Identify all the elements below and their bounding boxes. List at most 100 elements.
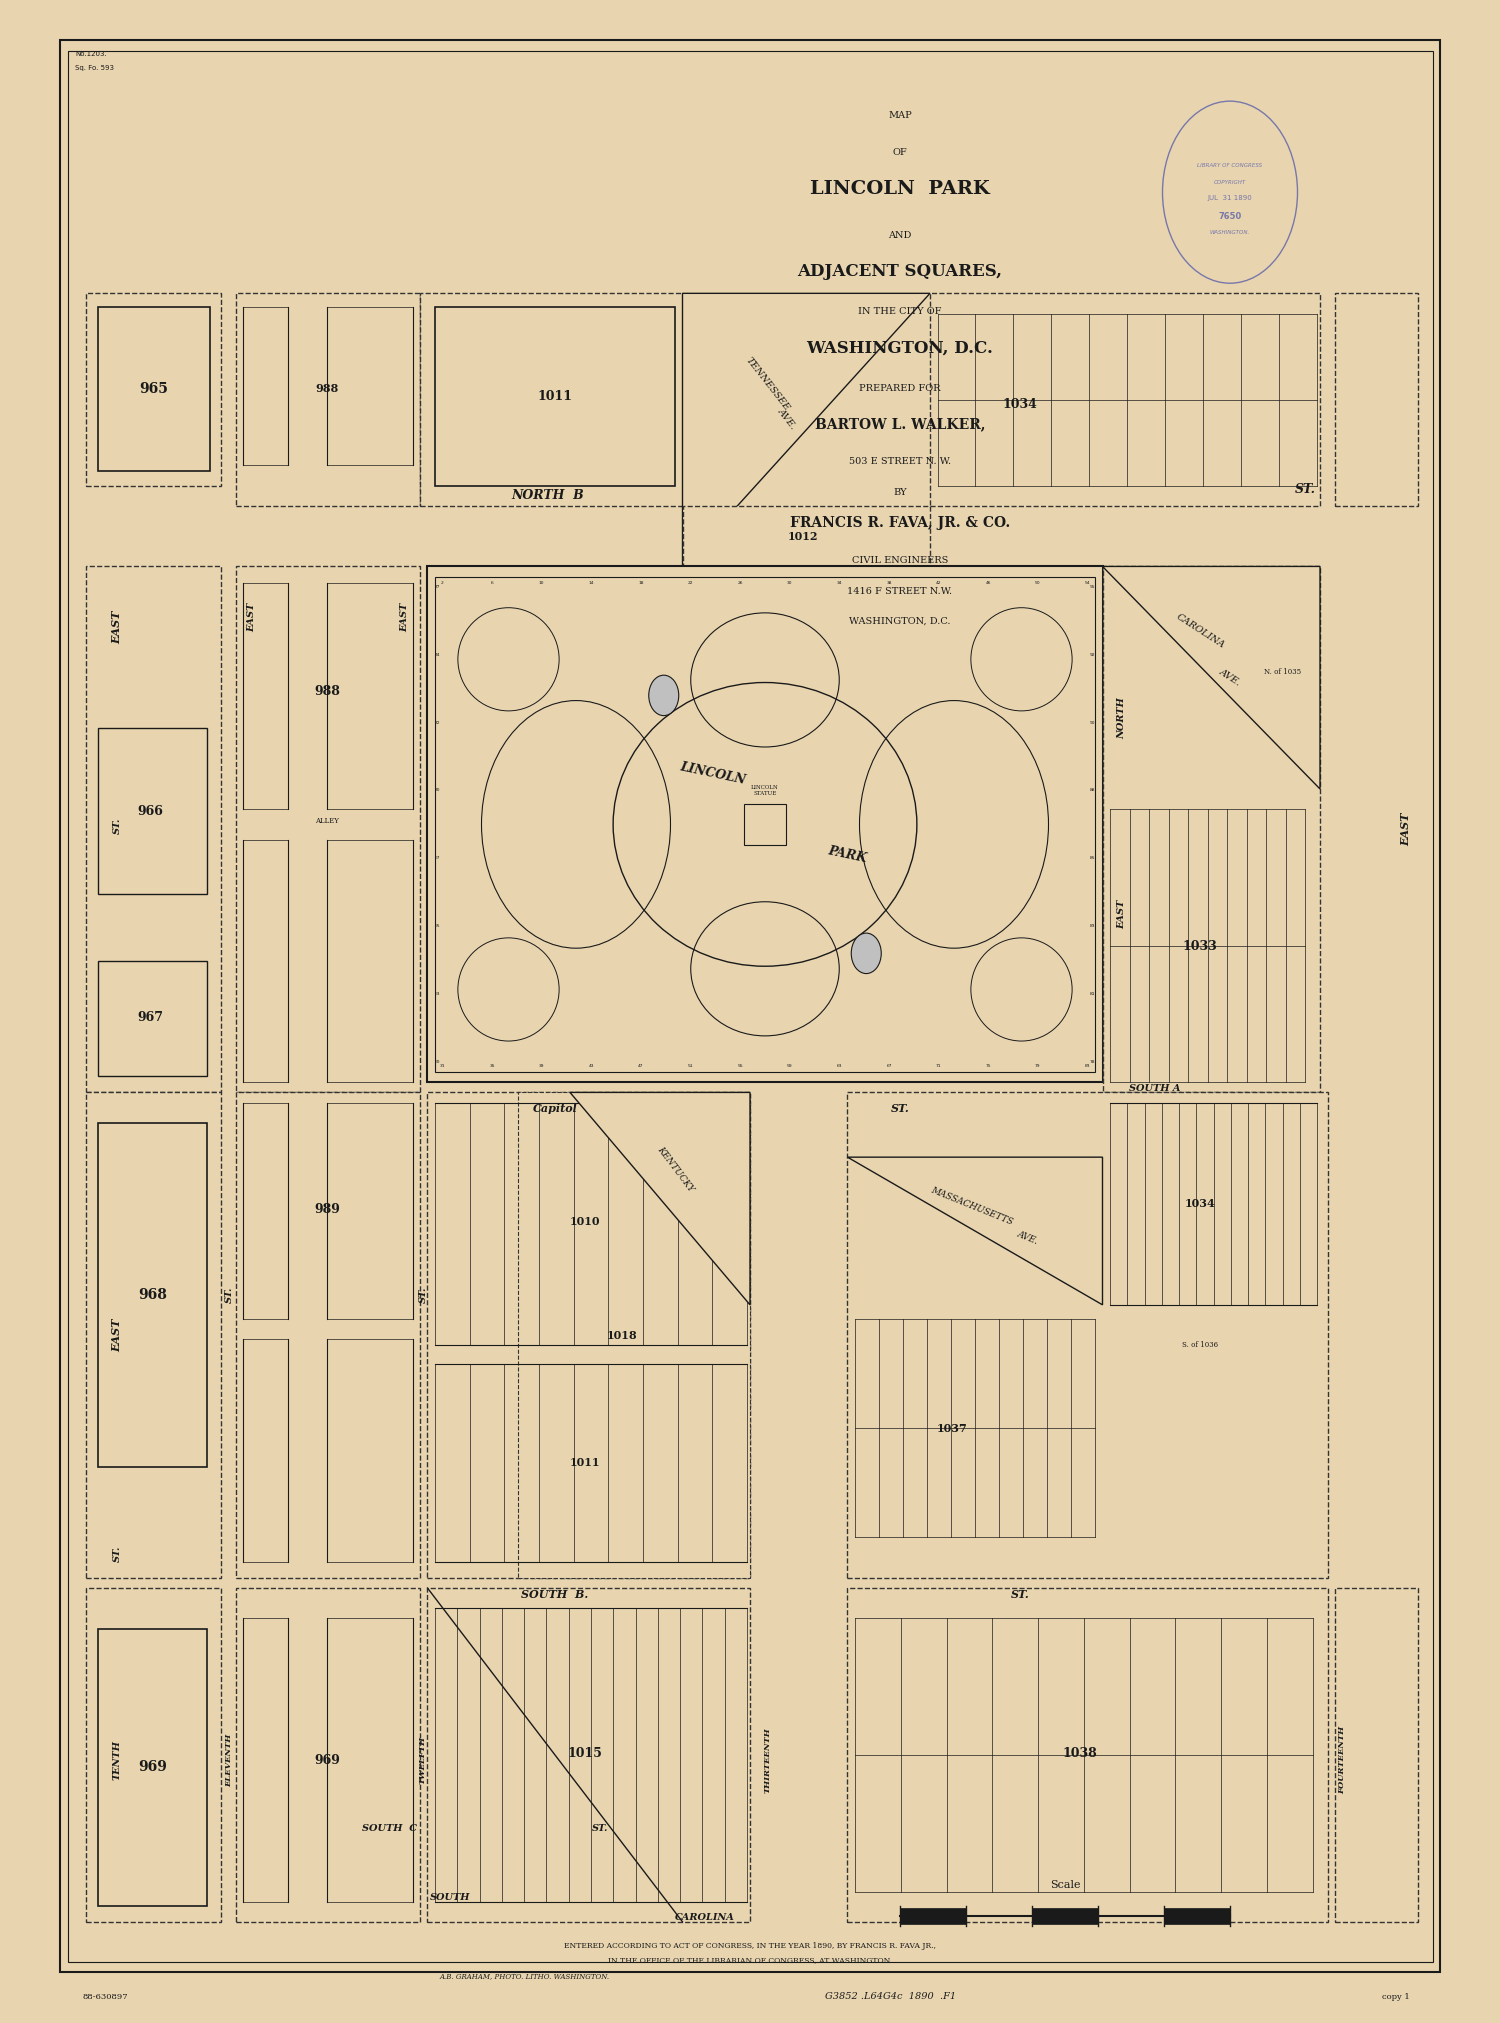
Text: PREPARED FOR: PREPARED FOR xyxy=(859,384,940,392)
Bar xyxy=(86,293,220,486)
Bar xyxy=(86,566,220,1092)
Text: SOUTH A: SOUTH A xyxy=(1130,1084,1180,1092)
Text: 85: 85 xyxy=(1089,856,1095,860)
Text: 51: 51 xyxy=(688,1064,693,1068)
Text: 46: 46 xyxy=(986,581,992,585)
Text: WASHINGTON.: WASHINGTON. xyxy=(1210,231,1249,235)
Text: 967: 967 xyxy=(136,1012,164,1024)
Text: 35: 35 xyxy=(489,1064,495,1068)
Text: 968: 968 xyxy=(138,1289,166,1301)
Text: CAROLINA: CAROLINA xyxy=(675,1914,735,1922)
Text: SOUTH  C: SOUTH C xyxy=(363,1825,417,1833)
Text: 503 E STREET N. W.: 503 E STREET N. W. xyxy=(849,457,951,465)
Text: LINCOLN  PARK: LINCOLN PARK xyxy=(810,180,990,198)
Bar xyxy=(86,1588,220,1922)
Bar xyxy=(236,1092,420,1578)
Text: MASSACHUSETTS: MASSACHUSETTS xyxy=(930,1185,1014,1226)
Text: ADJACENT SQUARES,: ADJACENT SQUARES, xyxy=(798,263,1002,279)
Text: Sq. Fo. 593: Sq. Fo. 593 xyxy=(75,65,114,71)
Text: IN THE CITY OF: IN THE CITY OF xyxy=(858,307,942,316)
Bar xyxy=(98,307,210,471)
Text: 2: 2 xyxy=(441,581,444,585)
Text: IN THE OFFICE OF THE LIBRARIAN OF CONGRESS, AT WASHINGTON.: IN THE OFFICE OF THE LIBRARIAN OF CONGRE… xyxy=(608,1956,892,1964)
Bar xyxy=(1102,566,1320,1092)
Text: 83: 83 xyxy=(1084,1064,1090,1068)
Text: copy 1: copy 1 xyxy=(1383,1993,1410,2001)
Text: S. of 1036: S. of 1036 xyxy=(1182,1341,1218,1349)
Text: 74: 74 xyxy=(435,653,441,657)
Text: ST.: ST. xyxy=(891,1103,909,1115)
Text: Scale: Scale xyxy=(1050,1881,1080,1889)
Text: 14: 14 xyxy=(588,581,594,585)
Text: 7650: 7650 xyxy=(1218,212,1242,221)
Text: CAROLINA: CAROLINA xyxy=(1174,613,1225,649)
Text: NORTH: NORTH xyxy=(1118,698,1126,738)
Text: 10: 10 xyxy=(538,581,544,585)
Text: 83: 83 xyxy=(1089,925,1095,929)
Text: 18: 18 xyxy=(638,581,644,585)
Text: BY: BY xyxy=(892,488,908,496)
Text: OF: OF xyxy=(892,148,908,156)
Text: COPYRIGHT: COPYRIGHT xyxy=(1214,180,1246,184)
Text: A.B. GRAHAM, PHOTO. LITHO. WASHINGTON.: A.B. GRAHAM, PHOTO. LITHO. WASHINGTON. xyxy=(440,1972,610,1981)
Text: 1012: 1012 xyxy=(788,530,818,542)
Text: EAST: EAST xyxy=(248,603,256,631)
Text: 88-630897: 88-630897 xyxy=(82,1993,128,2001)
Text: EAST: EAST xyxy=(1400,813,1411,846)
Text: EAST: EAST xyxy=(400,603,410,631)
Polygon shape xyxy=(98,728,207,894)
Text: 54: 54 xyxy=(1084,581,1090,585)
Text: 55: 55 xyxy=(738,1064,742,1068)
Text: 30: 30 xyxy=(788,581,792,585)
Text: PARK: PARK xyxy=(827,844,868,866)
Text: 39: 39 xyxy=(538,1064,544,1068)
Text: 1010: 1010 xyxy=(570,1216,600,1228)
Bar xyxy=(847,1588,1328,1922)
Bar xyxy=(427,566,1102,1082)
Bar xyxy=(847,1092,1328,1578)
Text: LINCOLN
STATUE: LINCOLN STATUE xyxy=(752,785,778,795)
Text: LIBRARY OF CONGRESS: LIBRARY OF CONGRESS xyxy=(1197,164,1263,168)
Text: WASHINGTON, D.C.: WASHINGTON, D.C. xyxy=(849,617,951,625)
Text: CIVIL ENGINEERS: CIVIL ENGINEERS xyxy=(852,556,948,564)
Text: 6: 6 xyxy=(490,581,494,585)
Text: AVE.: AVE. xyxy=(1016,1230,1040,1246)
Text: 47: 47 xyxy=(638,1064,644,1068)
Text: 1034: 1034 xyxy=(1185,1198,1215,1210)
Bar xyxy=(900,1908,966,1924)
Polygon shape xyxy=(847,1157,1102,1305)
Text: ST.: ST. xyxy=(419,1287,428,1303)
Text: 1416 F STREET N.W.: 1416 F STREET N.W. xyxy=(847,587,952,595)
Bar xyxy=(86,1092,220,1578)
Text: AVE.: AVE. xyxy=(1218,668,1242,688)
Text: 72: 72 xyxy=(435,720,441,724)
Text: SOUTH: SOUTH xyxy=(429,1894,471,1902)
Text: 26: 26 xyxy=(738,581,742,585)
Text: 81: 81 xyxy=(1089,991,1095,995)
Bar xyxy=(518,1092,750,1578)
Bar xyxy=(930,293,1320,506)
Text: 22: 22 xyxy=(688,581,693,585)
Circle shape xyxy=(852,933,882,973)
Text: FRANCIS R. FAVA, JR. & CO.: FRANCIS R. FAVA, JR. & CO. xyxy=(790,516,1010,530)
Text: ST.: ST. xyxy=(1011,1588,1029,1600)
Text: NORTH  B: NORTH B xyxy=(512,490,584,502)
Text: 31: 31 xyxy=(440,1064,446,1068)
Text: ST.: ST. xyxy=(112,1546,122,1562)
Polygon shape xyxy=(1102,566,1320,789)
Text: FOURTEENTH: FOURTEENTH xyxy=(1338,1726,1347,1794)
Text: 1011: 1011 xyxy=(570,1457,600,1469)
Text: 965: 965 xyxy=(140,382,168,397)
Bar xyxy=(427,1588,750,1922)
Text: No.1203.: No.1203. xyxy=(75,51,106,57)
Bar xyxy=(744,805,786,846)
Text: EAST: EAST xyxy=(111,611,123,643)
Text: MAP: MAP xyxy=(888,111,912,119)
Text: ST.: ST. xyxy=(592,1825,608,1833)
Bar xyxy=(1032,1908,1098,1924)
Text: 63: 63 xyxy=(837,1064,842,1068)
Text: 43: 43 xyxy=(588,1064,594,1068)
Bar xyxy=(1164,1908,1230,1924)
Text: 969: 969 xyxy=(138,1760,166,1774)
Bar xyxy=(427,1092,750,1578)
